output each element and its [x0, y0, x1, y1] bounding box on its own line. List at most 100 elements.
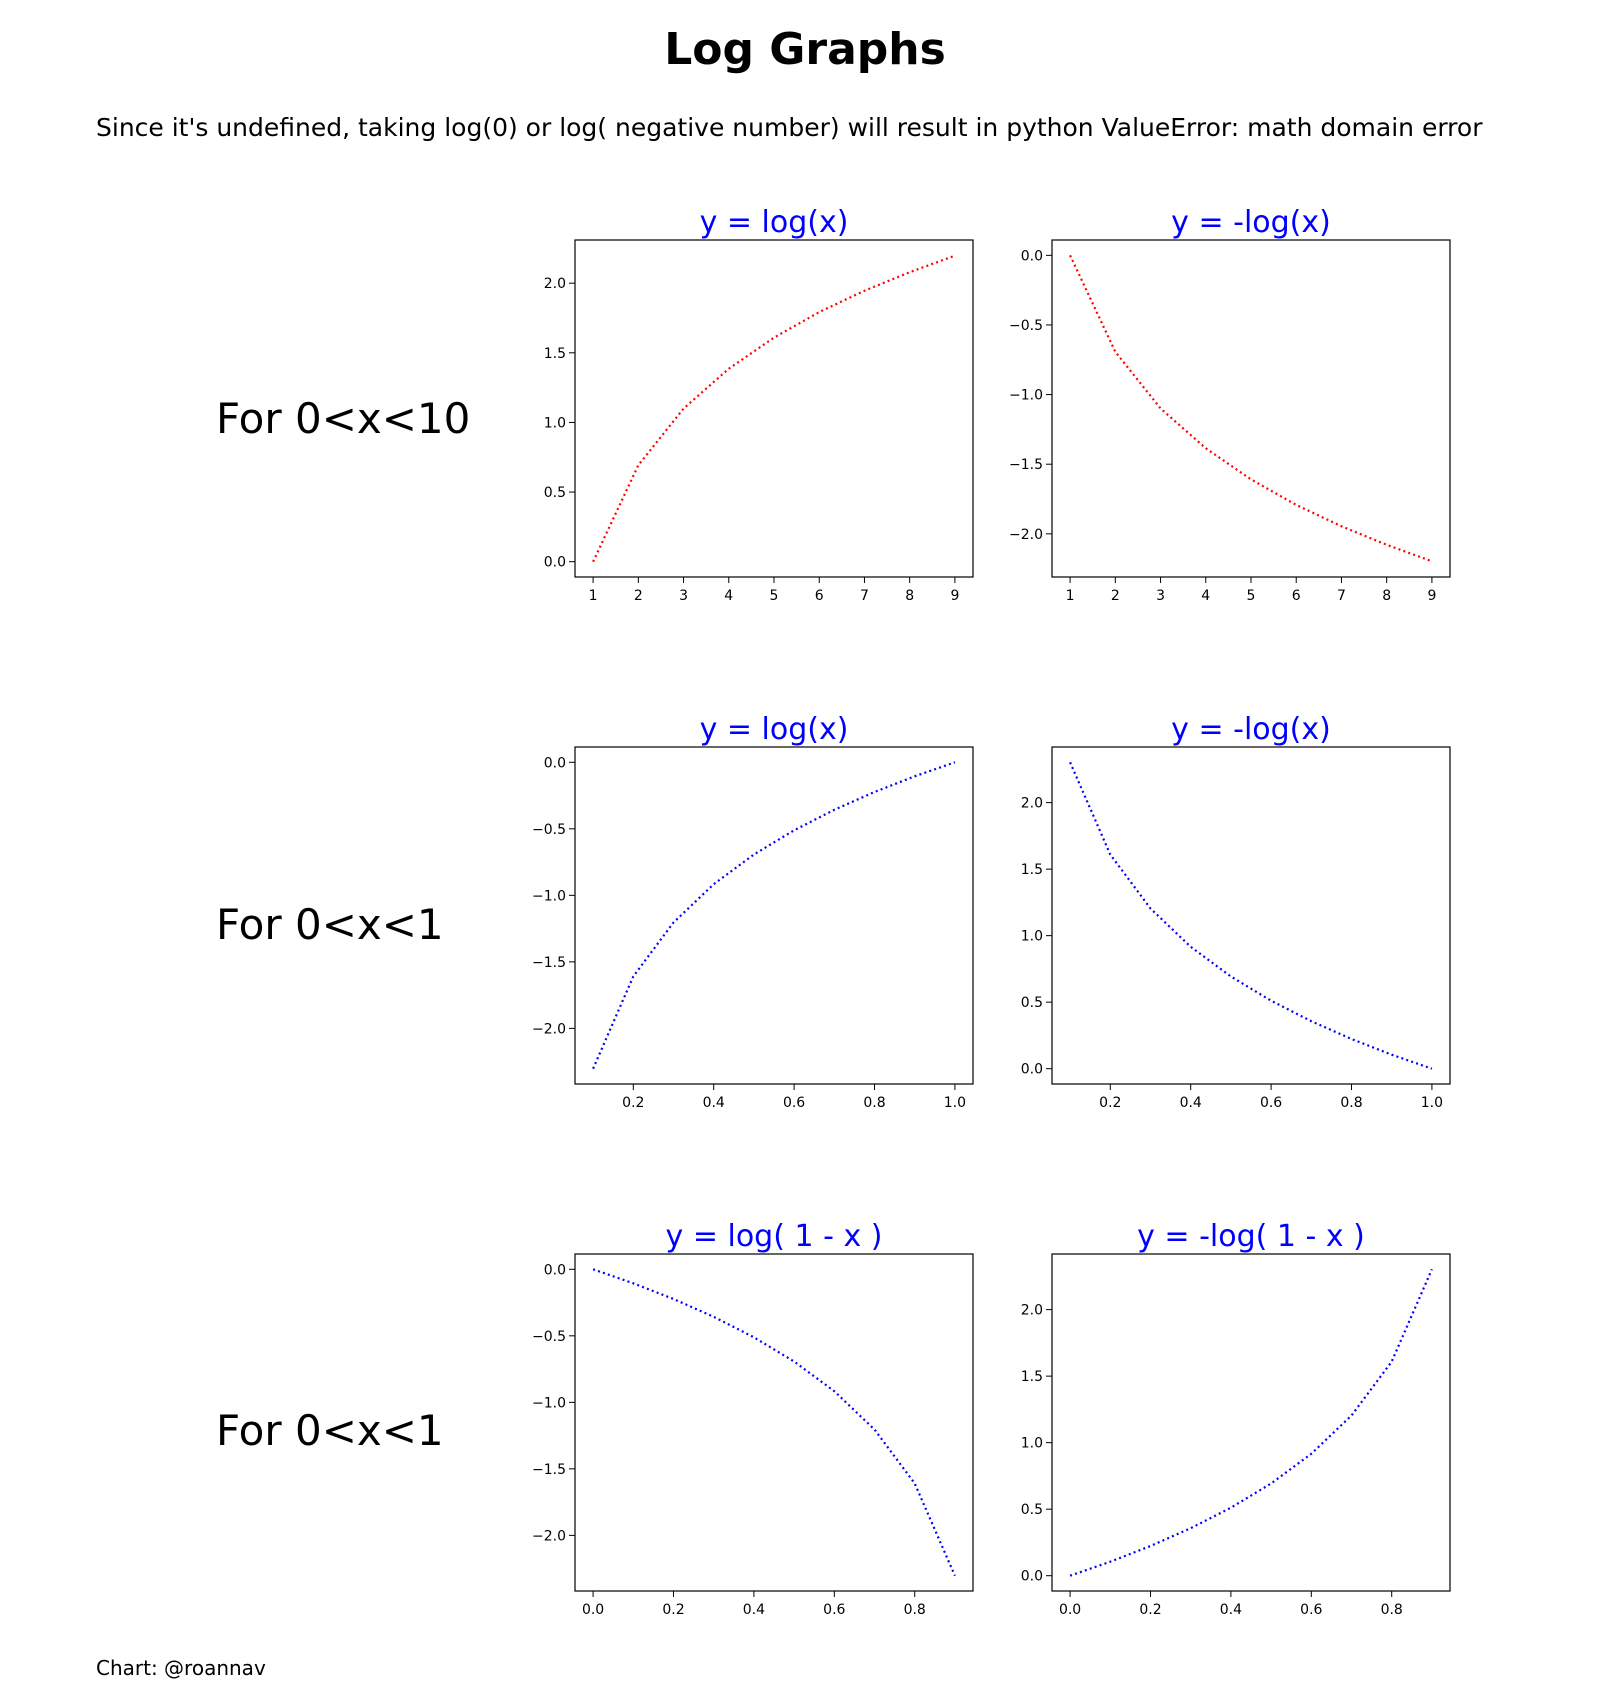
data-point [1391, 1361, 1393, 1363]
data-point [954, 255, 956, 257]
data-point [672, 1298, 674, 1300]
data-point [682, 408, 684, 410]
data-point [793, 1360, 795, 1362]
x-tick-label: 0.6 [823, 1602, 845, 1618]
subplot-6: y = -log( 1 - x ) 0.0 0.2 0.4 0.6 0.8 0.0 0.5 1.… [1021, 1219, 1451, 1618]
data-point [1310, 1020, 1312, 1022]
x-tick-label: 9 [950, 588, 959, 604]
subplot-3: y = log(x) 0.2 0.4 0.6 0.8 1.0 0.0 −0.5 −1.0 −1.5… [532, 712, 974, 1111]
data-point [1069, 761, 1071, 763]
data-point [632, 1282, 634, 1284]
data-point [1250, 478, 1252, 480]
data-point [592, 561, 594, 563]
y-tick-label: −1.0 [532, 1395, 566, 1411]
axes-frame [1051, 746, 1451, 1085]
x-tick-label: 0.8 [1340, 1095, 1362, 1111]
x-tick-label: 0.4 [1180, 1095, 1202, 1111]
subplot-title: y = -log( 1 - x ) [1137, 1219, 1365, 1254]
x-tick-label: 8 [1382, 588, 1391, 604]
data-point [1205, 447, 1207, 449]
x-tick-label: 2 [1111, 588, 1120, 604]
x-tick-label: 3 [679, 588, 688, 604]
x-tick-label: 2 [634, 588, 643, 604]
x-tick-label: 0.4 [703, 1095, 725, 1111]
x-tick-label: 5 [770, 588, 779, 604]
x-tick-label: 0.4 [743, 1602, 765, 1618]
x-tick-label: 1 [589, 588, 598, 604]
x-tick-label: 5 [1247, 588, 1256, 604]
y-tick-label: −1.5 [532, 955, 566, 971]
data-point [753, 853, 755, 855]
data-point [873, 791, 875, 793]
y-tick-label: 0.0 [544, 555, 566, 571]
x-tick-label: 4 [724, 588, 733, 604]
data-point [1190, 1527, 1192, 1529]
x-tick-label: 1.0 [1421, 1095, 1443, 1111]
x-tick-label: 3 [1156, 588, 1165, 604]
y-tick-label: 2.0 [1021, 1303, 1043, 1319]
data-point [1109, 1561, 1111, 1563]
data-point [728, 368, 730, 370]
subplot-2: y = -log(x) 1 2 3 4 5 6 7 8 9 0.0 −0.5 −1.0 −1.5 −2.0 [1009, 205, 1451, 604]
x-tick-label: 0.8 [863, 1095, 885, 1111]
data-point [1350, 1414, 1352, 1416]
x-tick-label: 6 [815, 588, 824, 604]
subplot-5: y = log( 1 - x ) 0.0 0.2 0.4 0.6 0.8 0.0 −0.5 −1… [532, 1219, 974, 1618]
y-tick-label: 1.0 [1021, 929, 1043, 945]
x-tick-label: 0.8 [904, 1602, 926, 1618]
y-tick-label: 0.0 [1021, 1062, 1043, 1078]
data-point [1310, 1453, 1312, 1455]
y-tick-label: −0.5 [532, 822, 566, 838]
y-tick-label: 1.0 [544, 415, 566, 431]
y-tick-label: −1.0 [1009, 388, 1043, 404]
subplot-title: y = -log(x) [1171, 205, 1331, 240]
data-point [1230, 975, 1232, 977]
x-tick-label: 8 [905, 588, 914, 604]
axes-frame [574, 239, 974, 578]
row-label-3: For 0<x<1 [216, 1406, 444, 1455]
data-point [1114, 351, 1116, 353]
x-tick-label: 0.6 [783, 1095, 805, 1111]
data-point [863, 290, 865, 292]
data-point [954, 1575, 956, 1577]
figure-subtitle: Since it's undefined, taking log(0) or l… [96, 113, 1483, 142]
x-tick-label: 1.0 [944, 1095, 966, 1111]
y-tick-label: 1.0 [1021, 1436, 1043, 1452]
data-point [1295, 504, 1297, 506]
x-tick-label: 0.8 [1381, 1602, 1403, 1618]
data-point [1391, 1054, 1393, 1056]
data-point [833, 1390, 835, 1392]
y-tick-label: −1.5 [1009, 457, 1043, 473]
x-tick-label: 0.6 [1300, 1602, 1322, 1618]
y-tick-label: 1.5 [1021, 862, 1043, 878]
y-tick-label: −1.0 [532, 888, 566, 904]
data-point [914, 775, 916, 777]
x-tick-label: 1 [1066, 588, 1075, 604]
x-tick-label: 0.2 [622, 1095, 644, 1111]
x-tick-label: 0.0 [582, 1602, 604, 1618]
x-tick-label: 9 [1427, 588, 1436, 604]
data-point [1270, 1000, 1272, 1002]
data-point [1230, 1507, 1232, 1509]
data-point [1069, 254, 1071, 256]
data-point [873, 1428, 875, 1430]
axes-frame [574, 746, 974, 1085]
subplot-title: y = -log(x) [1171, 712, 1331, 747]
data-point [914, 1482, 916, 1484]
x-tick-label: 0.6 [1260, 1095, 1282, 1111]
series-line [592, 761, 956, 1070]
data-point [592, 1268, 594, 1270]
x-tick-label: 4 [1201, 588, 1210, 604]
chart-credit: Chart: @roannav [96, 1656, 266, 1680]
y-tick-label: 0.0 [1021, 1569, 1043, 1585]
subplot-1: y = log(x) 1 2 3 4 5 6 7 8 9 0.0 0.5 1.0 1.5 2.0 [544, 205, 974, 604]
subplot-title: y = log(x) [700, 205, 849, 240]
data-point [713, 1316, 715, 1318]
series-line [1069, 254, 1433, 563]
data-point [793, 829, 795, 831]
y-tick-label: −2.0 [1009, 527, 1043, 543]
y-tick-label: −2.0 [532, 1528, 566, 1544]
y-tick-label: 0.5 [544, 485, 566, 501]
data-point [1149, 1545, 1151, 1547]
